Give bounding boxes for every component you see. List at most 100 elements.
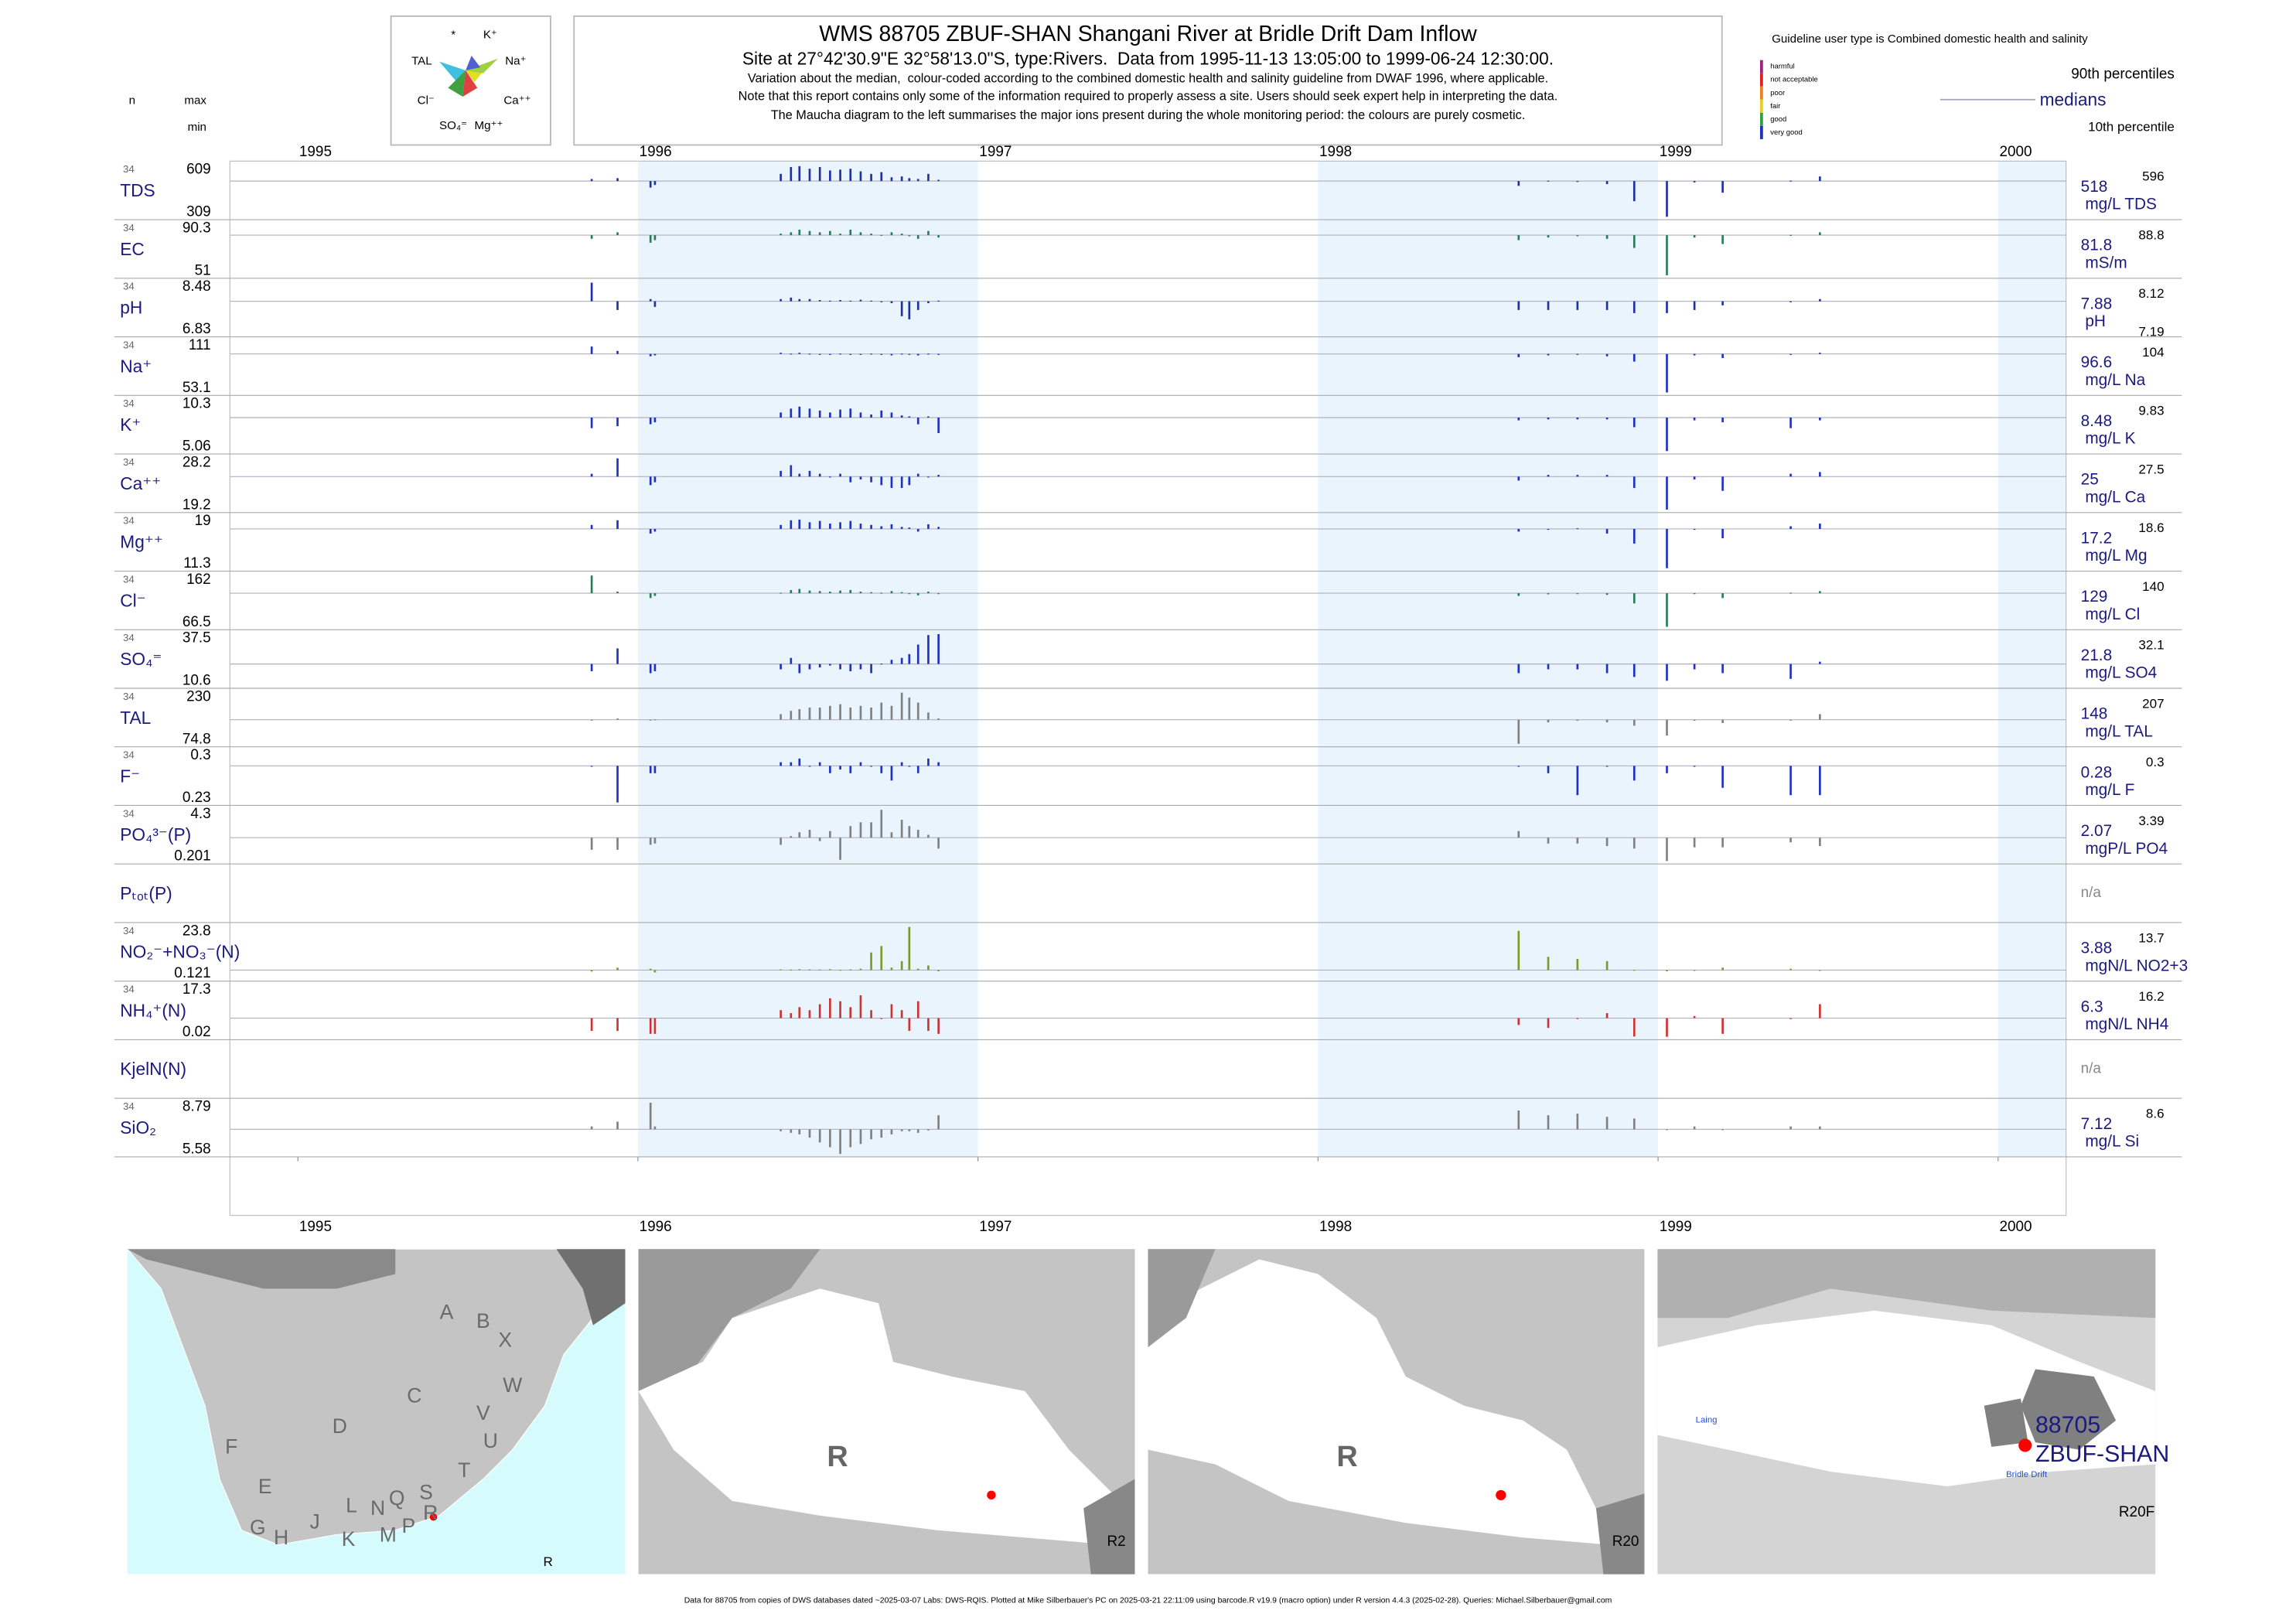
spike	[1632, 528, 1636, 544]
row-max: 37.5	[183, 630, 211, 647]
spike	[937, 475, 940, 477]
spike	[790, 657, 793, 664]
spike	[808, 707, 811, 720]
legend-class: harmful	[1770, 63, 1795, 71]
spike	[1517, 528, 1520, 532]
spike	[839, 353, 841, 355]
spike	[908, 235, 911, 237]
x-tick-label: 2000	[1999, 1219, 2032, 1235]
spike	[780, 1010, 782, 1018]
row-name: NH₄⁺(N)	[120, 1000, 186, 1020]
note: The Maucha diagram to the left summarise…	[771, 108, 1526, 122]
spike	[1819, 591, 1821, 594]
spike	[859, 299, 862, 302]
row-n: 34	[123, 163, 135, 175]
spike	[849, 969, 852, 971]
spike	[1605, 528, 1609, 534]
spike	[1632, 1118, 1636, 1130]
spike	[937, 633, 940, 664]
spike	[798, 473, 801, 477]
spike	[590, 1018, 593, 1032]
spike	[649, 235, 652, 243]
row-min: 0.23	[183, 790, 211, 806]
row-max: 162	[186, 571, 211, 588]
spike	[1693, 593, 1696, 595]
spike	[653, 301, 657, 307]
spike	[818, 591, 821, 594]
spike	[870, 476, 872, 483]
region-letter: P	[401, 1514, 415, 1537]
spike	[653, 235, 657, 241]
spike	[916, 593, 919, 595]
spike	[590, 1126, 593, 1130]
map-region	[1148, 1259, 1611, 1545]
row-max: 17.3	[183, 981, 211, 998]
spike	[1666, 1129, 1668, 1131]
spike	[1721, 1129, 1724, 1131]
spike	[870, 707, 872, 720]
row-median: 96.6	[2081, 353, 2113, 371]
spike	[900, 657, 903, 664]
spike	[653, 1018, 657, 1034]
row-n: 34	[123, 339, 135, 350]
row-name: Cl⁻	[120, 590, 145, 610]
spike	[780, 969, 782, 971]
spike	[1819, 714, 1821, 720]
spike	[1517, 930, 1520, 971]
spike	[1547, 180, 1550, 182]
spike	[900, 762, 903, 766]
spike	[1666, 476, 1668, 510]
spike	[890, 177, 893, 182]
spike	[808, 1010, 811, 1018]
spike	[818, 473, 821, 477]
maucha-label: *	[451, 29, 455, 42]
spike	[790, 589, 793, 594]
spike	[900, 476, 903, 489]
row-unit: mg/L Si	[2085, 1132, 2139, 1150]
spike	[1693, 301, 1696, 310]
row-n: 34	[123, 281, 135, 292]
legend-guideline: Guideline user type is Combined domestic…	[1772, 32, 2088, 46]
spike	[1666, 838, 1668, 861]
spike	[798, 230, 801, 236]
spike	[1632, 838, 1636, 849]
spike	[1632, 766, 1636, 781]
spike	[916, 968, 919, 971]
spike	[1819, 524, 1821, 529]
spike	[590, 282, 593, 302]
region-letter: A	[440, 1301, 454, 1324]
row-p90: 16.2	[2138, 989, 2164, 1004]
region-letter: C	[407, 1383, 421, 1407]
spike	[870, 592, 872, 594]
spike	[937, 762, 940, 766]
spike	[818, 969, 821, 971]
row-median: 25	[2081, 471, 2099, 489]
note: Note that this report contains only some…	[739, 89, 1558, 103]
spike	[1517, 235, 1520, 241]
spike	[1721, 719, 1724, 723]
row-unit: mg/L SO4	[2085, 664, 2157, 682]
spike	[590, 473, 593, 477]
spike	[616, 301, 619, 310]
spike	[653, 1126, 657, 1130]
spike	[649, 528, 652, 534]
x-tick-label: 1996	[640, 1219, 672, 1235]
spike	[1576, 235, 1579, 237]
spike	[818, 1129, 821, 1143]
spike	[653, 838, 657, 844]
row-max: 28.2	[183, 454, 211, 470]
map-panel-1: R	[126, 1248, 626, 1575]
spike	[649, 476, 652, 486]
spike	[927, 635, 930, 664]
spike	[849, 353, 852, 355]
spike	[1666, 970, 1668, 972]
map-label: R	[543, 1554, 552, 1569]
region-letter: K	[342, 1527, 356, 1551]
spike	[890, 660, 893, 664]
spike	[916, 473, 919, 477]
region-letter: R	[423, 1501, 438, 1524]
spike	[1576, 475, 1579, 477]
spike	[1721, 417, 1724, 423]
spike	[916, 179, 919, 182]
